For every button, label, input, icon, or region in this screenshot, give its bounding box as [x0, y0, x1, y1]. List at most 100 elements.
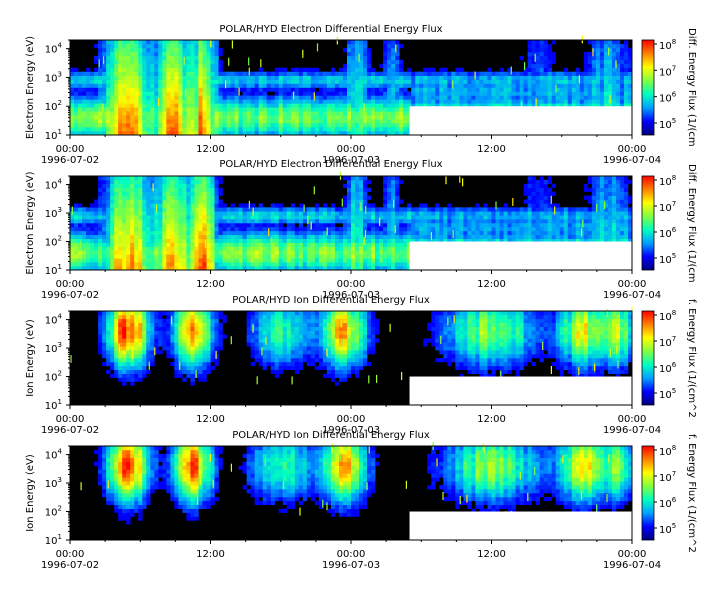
- heatmap-cell: [126, 191, 131, 196]
- heatmap-cell: [306, 262, 312, 267]
- heatmap-cell: [459, 226, 464, 232]
- heatmap-cell: [138, 43, 143, 49]
- heatmap-cell: [242, 223, 247, 228]
- heatmap-cell: [322, 123, 328, 128]
- heatmap-cell: [383, 183, 388, 189]
- heatmap-cell: [511, 226, 516, 232]
- heatmap-cell: [162, 55, 167, 61]
- heatmap-cell: [351, 187, 356, 192]
- heatmap-cell: [499, 238, 504, 243]
- heatmap-cell: [338, 67, 344, 72]
- heatmap-cell: [186, 51, 191, 57]
- heatmap-cell: [375, 254, 380, 259]
- heatmap-cell: [246, 75, 251, 80]
- heatmap-cell: [278, 226, 284, 232]
- heatmap-cell: [266, 223, 272, 228]
- heatmap-cell: [351, 87, 356, 92]
- heatmap-cell: [202, 131, 207, 136]
- heatmap-cell: [495, 207, 500, 212]
- heatmap-cell: [162, 266, 167, 271]
- heatmap-cell: [254, 258, 259, 263]
- heatmap-cell: [451, 223, 456, 228]
- heatmap-cell: [98, 195, 103, 200]
- heatmap-cell: [519, 95, 524, 100]
- heatmap-cell: [375, 262, 380, 267]
- heatmap-cell: [210, 258, 215, 263]
- heatmap-cell: [351, 266, 356, 271]
- heatmap-cell: [371, 246, 376, 251]
- heatmap-cell: [371, 111, 376, 116]
- heatmap-cell: [383, 262, 388, 267]
- heatmap-cell: [150, 211, 155, 216]
- heatmap-cell: [471, 219, 476, 224]
- heatmap-cell: [182, 67, 187, 72]
- heatmap-cell: [150, 266, 155, 271]
- heatmap-cell: [214, 238, 219, 243]
- heatmap-streak: [395, 44, 397, 53]
- heatmap-cell: [98, 55, 103, 61]
- heatmap-cell: [138, 95, 143, 100]
- heatmap-cell: [379, 91, 384, 96]
- heatmap-cell: [326, 219, 332, 224]
- heatmap-cell: [491, 103, 496, 108]
- heatmap-cell: [310, 246, 316, 251]
- heatmap-cell: [134, 87, 139, 92]
- heatmap-cell: [294, 131, 300, 136]
- heatmap-cell: [266, 95, 272, 100]
- heatmap-cell: [166, 187, 171, 192]
- heatmap-cell: [262, 119, 267, 124]
- heatmap-cell: [278, 250, 284, 255]
- heatmap-cell: [162, 111, 167, 116]
- heatmap-cell: [102, 40, 107, 45]
- heatmap-cell: [130, 266, 135, 271]
- heatmap-cell: [234, 215, 239, 220]
- heatmap-cell: [242, 115, 247, 120]
- heatmap-cell: [182, 207, 187, 212]
- heatmap-cell: [278, 262, 284, 267]
- x-tick-date: 1996-07-04: [603, 155, 661, 166]
- heatmap-cell: [298, 246, 304, 251]
- heatmap-cell: [166, 258, 171, 263]
- heatmap-cell: [266, 266, 272, 271]
- heatmap-cell: [539, 55, 544, 61]
- heatmap-cell: [367, 127, 372, 132]
- heatmap-cell: [314, 75, 320, 80]
- heatmap-cell: [318, 258, 324, 263]
- heatmap-cell: [346, 119, 352, 124]
- heatmap-cell: [186, 254, 191, 259]
- heatmap-cell: [383, 219, 388, 224]
- heatmap-cell: [367, 83, 372, 88]
- heatmap-cell: [310, 75, 316, 80]
- heatmap-cell: [334, 87, 340, 92]
- heatmap-cell: [190, 266, 195, 271]
- heatmap-cell: [355, 226, 360, 232]
- heatmap-cell: [559, 71, 565, 76]
- heatmap-cell: [367, 107, 372, 112]
- heatmap-cell: [114, 111, 119, 116]
- heatmap-cell: [130, 183, 135, 189]
- heatmap-cell: [98, 203, 103, 208]
- heatmap-cell: [134, 230, 139, 236]
- heatmap-cell: [234, 226, 239, 232]
- heatmap-cell: [403, 266, 408, 271]
- heatmap-cell: [346, 258, 352, 263]
- heatmap-cell: [182, 226, 187, 232]
- heatmap-cell: [210, 43, 215, 49]
- heatmap-cell: [322, 207, 328, 212]
- heatmap-cell: [471, 99, 476, 104]
- heatmap-cell: [198, 254, 203, 259]
- heatmap-cell: [591, 59, 597, 65]
- heatmap-cell: [82, 242, 87, 247]
- heatmap-cell: [318, 254, 324, 259]
- heatmap-cell: [222, 203, 227, 208]
- heatmap-cell: [274, 238, 280, 243]
- heatmap-cell: [551, 83, 557, 88]
- heatmap-cell: [338, 226, 344, 232]
- heatmap-cell: [194, 107, 199, 112]
- heatmap-cell: [130, 87, 135, 92]
- heatmap-cell: [126, 219, 131, 224]
- heatmap-cell: [226, 107, 231, 112]
- heatmap-cell: [246, 123, 251, 128]
- heatmap-cell: [615, 43, 621, 49]
- heatmap-cell: [182, 250, 187, 255]
